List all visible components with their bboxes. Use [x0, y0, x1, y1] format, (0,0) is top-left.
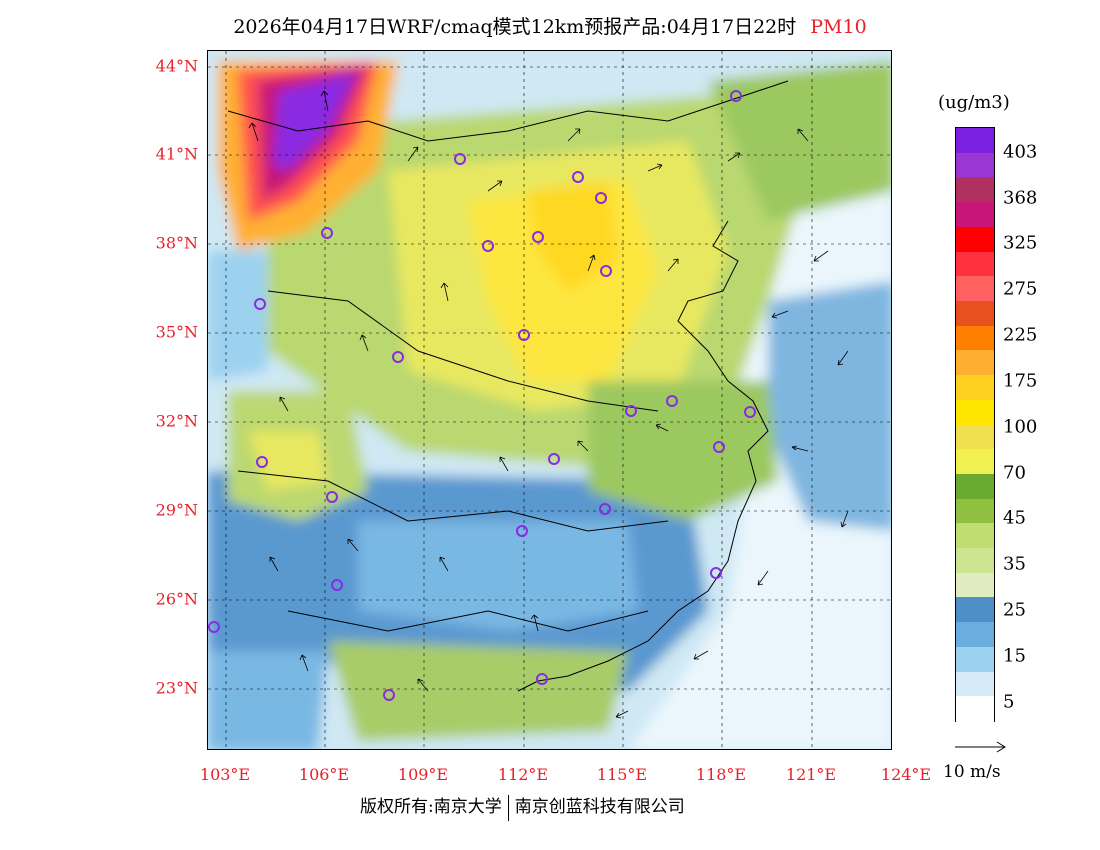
city-marker-icon — [710, 567, 722, 579]
colorbar-label: 35 — [1003, 553, 1026, 575]
city-marker-icon — [599, 503, 611, 515]
wind-vectors — [248, 90, 849, 719]
copyright-footer: 版权所有:南京大学 南京创蓝科技有限公司 — [360, 792, 685, 821]
lat-label-29: 29°N — [155, 500, 198, 520]
lat-label-44: 44°N — [155, 56, 198, 76]
colorbar-segment — [956, 276, 994, 302]
lon-label-118: 118°E — [695, 765, 747, 784]
city-marker-icon — [713, 441, 725, 453]
graticule — [208, 51, 891, 749]
colorbar-segment — [956, 325, 994, 351]
footer-right: 南京创蓝科技有限公司 — [514, 797, 685, 817]
colorbar-label: 368 — [1003, 187, 1038, 209]
city-marker-icon — [256, 456, 268, 468]
wind-key-arrow-icon — [955, 741, 1006, 753]
city-marker-icon — [383, 689, 395, 701]
colorbar-label: 275 — [1003, 278, 1038, 300]
lon-label-115: 115°E — [596, 765, 648, 784]
city-marker-icon — [326, 491, 338, 503]
lat-label-38: 38°N — [155, 233, 198, 253]
city-marker-icon — [454, 153, 466, 165]
colorbar-label: 45 — [1003, 507, 1026, 529]
lon-label-103: 103°E — [199, 765, 251, 784]
city-marker-icon — [572, 171, 584, 183]
lon-label-109: 109°E — [397, 765, 449, 784]
colorbar-segment — [956, 597, 994, 623]
colorbar-segment — [956, 646, 994, 673]
colorbar-segment — [956, 696, 994, 722]
lat-label-41: 41°N — [155, 144, 198, 164]
pm10-map — [207, 50, 892, 750]
colorbar-segment — [956, 226, 994, 253]
colorbar-label: 403 — [1003, 141, 1038, 163]
city-markers — [208, 90, 756, 701]
colorbar-label: 70 — [1003, 462, 1026, 484]
lon-label-106: 106°E — [298, 765, 350, 784]
colorbar-segment — [956, 350, 994, 376]
colorbar-segment — [956, 473, 994, 500]
colorbar-segment — [956, 399, 994, 426]
city-marker-icon — [730, 90, 742, 102]
colorbar-segment — [956, 572, 994, 599]
colorbar-segment — [956, 498, 994, 524]
city-marker-icon — [208, 621, 220, 633]
city-marker-icon — [595, 192, 607, 204]
lon-label-112: 112°E — [497, 765, 549, 784]
lon-label-121: 121°E — [785, 765, 837, 784]
city-marker-icon — [532, 231, 544, 243]
colorbar-label: 25 — [1003, 599, 1026, 621]
colorbar-segment — [956, 251, 994, 277]
colorbar-label: 325 — [1003, 232, 1038, 254]
city-marker-icon — [600, 265, 612, 277]
city-marker-icon — [321, 227, 333, 239]
city-marker-icon — [666, 395, 678, 407]
colorbar-label: 100 — [1003, 416, 1038, 438]
colorbar-segment — [956, 152, 994, 178]
lon-label-124: 124°E — [880, 765, 932, 784]
colorbar-segment — [956, 523, 994, 549]
city-marker-icon — [516, 525, 528, 537]
lat-label-35: 35°N — [155, 322, 198, 342]
colorbar-label: 225 — [1003, 324, 1038, 346]
concentration-field — [208, 51, 891, 749]
city-marker-icon — [392, 351, 404, 363]
colorbar-segment — [956, 128, 994, 154]
colorbar-segment — [956, 202, 994, 228]
lat-label-23: 23°N — [155, 678, 198, 698]
city-marker-icon — [518, 329, 530, 341]
colorbar-label: 175 — [1003, 370, 1038, 392]
city-marker-icon — [744, 406, 756, 418]
city-marker-icon — [625, 405, 637, 417]
colorbar-label: 5 — [1003, 691, 1015, 713]
colorbar-segment — [956, 449, 994, 475]
city-marker-icon — [331, 579, 343, 591]
city-marker-icon — [482, 240, 494, 252]
map-canvas — [208, 51, 891, 749]
title-main: 2026年04月17日WRF/cmaq模式12km预报产品:04月17日22时 — [233, 16, 797, 38]
coastline — [227, 80, 789, 692]
chart-title: 2026年04月17日WRF/cmaq模式12km预报产品:04月17日22时 P… — [0, 12, 1100, 39]
colorbar-segment — [956, 424, 994, 450]
footer-left: 版权所有:南京大学 — [360, 797, 502, 817]
colorbar-unit: (ug/m3) — [938, 92, 1010, 113]
title-variable: PM10 — [810, 16, 867, 38]
lat-label-32: 32°N — [155, 411, 198, 431]
wind-key-label: 10 m/s — [943, 762, 1001, 782]
city-marker-icon — [254, 298, 266, 310]
city-marker-icon — [536, 673, 548, 685]
lat-label-26: 26°N — [155, 589, 198, 609]
colorbar — [955, 127, 995, 722]
footer-divider — [507, 794, 509, 821]
colorbar-segment — [956, 300, 994, 327]
colorbar-segment — [956, 671, 994, 697]
colorbar-segment — [956, 622, 994, 648]
city-marker-icon — [548, 453, 560, 465]
colorbar-segment — [956, 375, 994, 401]
colorbar-segment — [956, 548, 994, 574]
colorbar-label: 15 — [1003, 645, 1026, 667]
colorbar-segment — [956, 177, 994, 203]
